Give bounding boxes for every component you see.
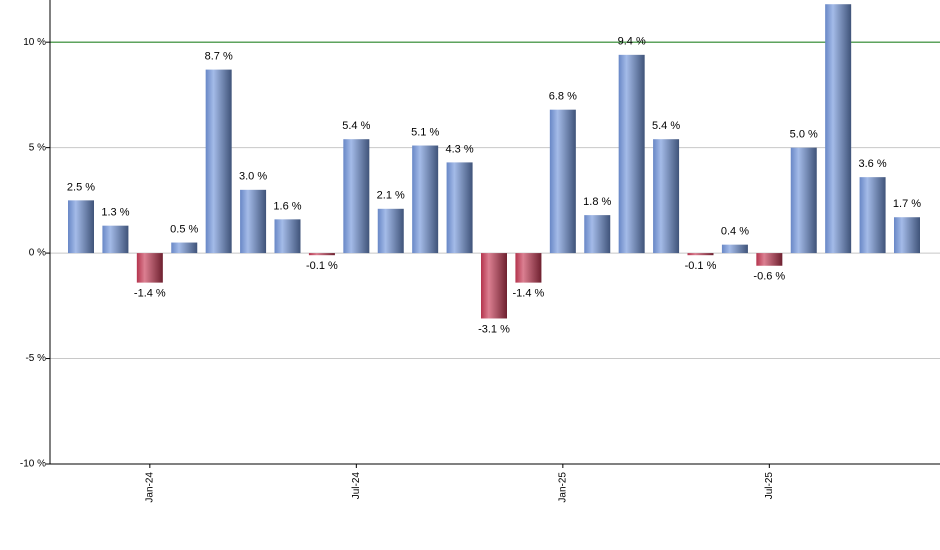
x-tick-label: Jul-25 bbox=[764, 472, 775, 500]
bar bbox=[825, 4, 852, 254]
value-label: 1.3 % bbox=[101, 207, 129, 219]
value-label: 5.4 % bbox=[652, 120, 680, 132]
value-label: 3.0 % bbox=[239, 171, 267, 183]
value-label: 6.8 % bbox=[549, 91, 577, 103]
bar bbox=[618, 54, 645, 254]
bar bbox=[446, 162, 473, 254]
bar bbox=[171, 242, 198, 254]
value-label: 2.5 % bbox=[67, 181, 95, 193]
y-tick-label: 0 % bbox=[29, 248, 46, 259]
y-tick-label: -10 % bbox=[20, 459, 46, 470]
bar bbox=[721, 244, 748, 254]
value-label: 4.3 % bbox=[446, 143, 474, 155]
value-label: -1.4 % bbox=[134, 288, 166, 300]
value-label: 2.1 % bbox=[377, 190, 405, 202]
x-tick-label: Jan-25 bbox=[557, 472, 568, 503]
x-tick-label: Jul-24 bbox=[351, 472, 362, 500]
bar bbox=[756, 253, 783, 266]
x-tick-label: Jan-24 bbox=[144, 472, 155, 503]
bar bbox=[687, 253, 714, 256]
value-label: 1.6 % bbox=[273, 200, 301, 212]
value-label: 5.4 % bbox=[342, 120, 370, 132]
bar bbox=[515, 253, 542, 283]
value-label: 9.4 % bbox=[618, 36, 646, 48]
value-label: 0.5 % bbox=[170, 223, 198, 235]
bar bbox=[584, 215, 611, 254]
bar bbox=[136, 253, 163, 283]
bar bbox=[549, 109, 576, 254]
bar bbox=[240, 189, 267, 254]
bar bbox=[343, 139, 370, 254]
value-label: 5.1 % bbox=[411, 126, 439, 138]
value-label: -0.6 % bbox=[753, 271, 785, 283]
y-tick-label: 5 % bbox=[29, 142, 46, 153]
bar bbox=[274, 219, 301, 254]
bar bbox=[790, 147, 817, 254]
value-label: -1.4 % bbox=[513, 288, 545, 300]
value-label: 1.7 % bbox=[893, 198, 921, 210]
bar bbox=[102, 225, 129, 254]
value-label: -0.1 % bbox=[685, 260, 717, 272]
y-tick-label: 10 % bbox=[23, 37, 46, 48]
value-label: -3.1 % bbox=[478, 323, 510, 335]
y-tick-label: -5 % bbox=[25, 353, 46, 364]
bar bbox=[481, 253, 507, 319]
bar bbox=[859, 177, 886, 254]
value-label: 8.7 % bbox=[205, 51, 233, 63]
bar bbox=[205, 69, 232, 254]
bar bbox=[894, 217, 920, 254]
value-label: 3.6 % bbox=[859, 158, 887, 170]
bar bbox=[377, 208, 404, 254]
value-label: 0.4 % bbox=[721, 226, 749, 238]
bar bbox=[308, 253, 335, 256]
value-label: -0.1 % bbox=[306, 260, 338, 272]
value-label: 1.8 % bbox=[583, 196, 611, 208]
value-label: 5.0 % bbox=[790, 129, 818, 141]
bar bbox=[68, 200, 94, 254]
bar bbox=[412, 145, 439, 254]
bar bbox=[653, 139, 680, 254]
